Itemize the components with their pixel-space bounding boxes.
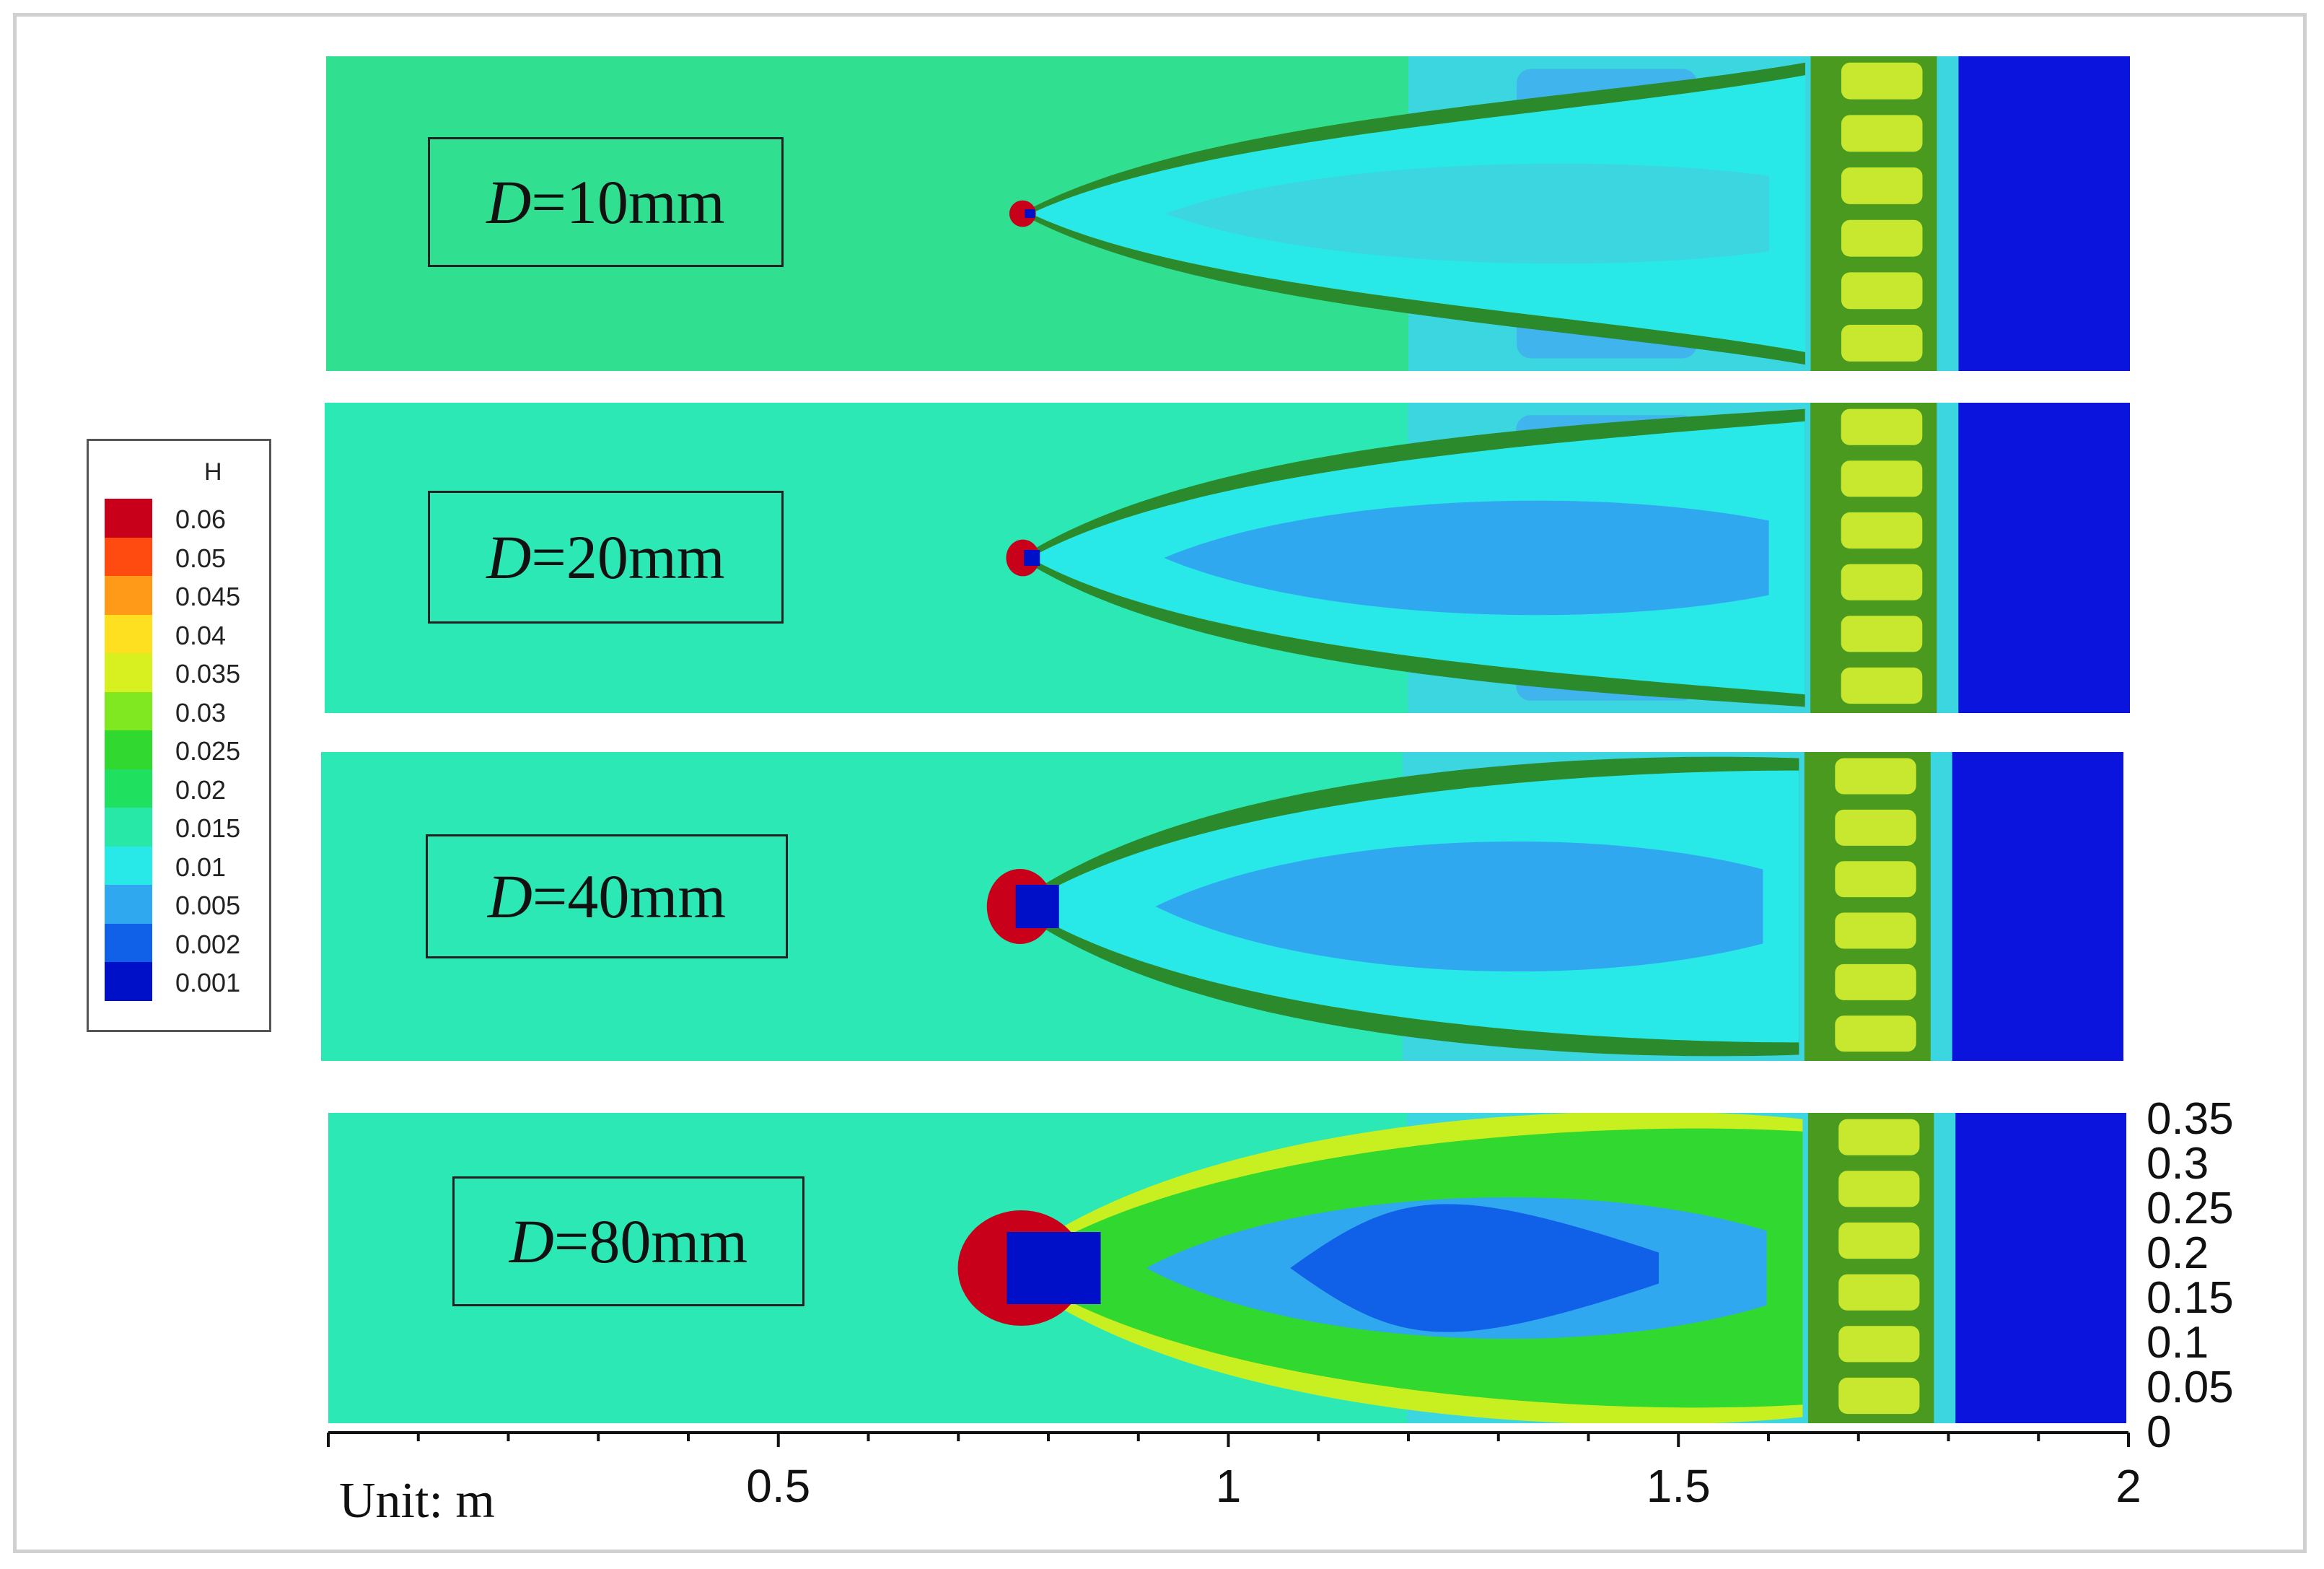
colorbar-label: 0.015 xyxy=(175,813,241,843)
band-cell xyxy=(1841,115,1923,152)
colorbar-label: 0.005 xyxy=(175,891,241,920)
y-tick-label: 0.35 xyxy=(2147,1094,2234,1144)
band-cell xyxy=(1835,861,1916,898)
band-cell xyxy=(1841,667,1923,704)
y-tick-label: 0.15 xyxy=(2147,1273,2234,1323)
band-dark xyxy=(1810,56,1937,371)
x-tick-label: 0.5 xyxy=(746,1460,811,1512)
band-cell xyxy=(1838,1171,1920,1207)
y-tick-label: 0.05 xyxy=(2147,1363,2234,1412)
x-tick-label: 1.5 xyxy=(1646,1460,1711,1512)
colorbar-label: 0.045 xyxy=(175,582,241,611)
contour-panel-d20 xyxy=(325,403,2130,713)
object-body xyxy=(1007,1232,1101,1304)
colorbar-swatch xyxy=(105,923,152,962)
panel-label-d10: D =10mm xyxy=(428,137,784,267)
contour-field xyxy=(326,56,2130,371)
low-zone xyxy=(1155,841,1763,972)
panel-label-d80: D =80mm xyxy=(452,1176,804,1306)
colorbar-swatch xyxy=(105,769,152,808)
band-cell xyxy=(1838,1326,1920,1363)
colorbar-swatch xyxy=(105,653,152,692)
contour-field xyxy=(328,1113,2126,1423)
panel-label-d20: D =20mm xyxy=(428,491,784,624)
object-body xyxy=(1024,550,1040,566)
colorbar-swatch xyxy=(105,962,152,1001)
colorbar-legend: H 0.06 0.05 0.045 0.04 0.035 0.03 0.025 0.02 0.0… xyxy=(87,439,271,1032)
band-cell xyxy=(1841,564,1923,600)
band-cell xyxy=(1841,512,1923,549)
colorbar-swatch xyxy=(105,846,152,885)
object-body xyxy=(1015,885,1059,928)
band-cell xyxy=(1838,1119,1920,1155)
band-dark xyxy=(1804,752,1931,1061)
colorbar-swatch xyxy=(105,537,152,576)
band-cell xyxy=(1835,809,1916,846)
colorbar-swatch xyxy=(105,808,152,847)
band-cell xyxy=(1841,408,1923,445)
colorbar-swatch xyxy=(105,614,152,653)
band-cell xyxy=(1838,1377,1920,1415)
object-body xyxy=(1025,209,1035,218)
y-tick-label: 0.2 xyxy=(2147,1228,2209,1278)
upstream-zone xyxy=(1958,56,2130,371)
band-cell xyxy=(1835,963,1916,1000)
colorbar-label: 0.06 xyxy=(175,504,227,534)
colorbar-label: 0.002 xyxy=(175,929,241,959)
colorbar-label: 0.025 xyxy=(175,736,241,766)
upstream-zone xyxy=(1952,752,2123,1061)
y-tick-label: 0.25 xyxy=(2147,1184,2234,1233)
colorbar-swatch xyxy=(105,691,152,730)
contour-panel-d80 xyxy=(328,1113,2126,1423)
band-dark xyxy=(1810,403,1937,713)
band-cell xyxy=(1841,219,1923,257)
y-tick-label: 0.3 xyxy=(2147,1139,2209,1189)
stagnation-zone xyxy=(1009,200,1036,227)
low-zone xyxy=(1164,500,1769,616)
band-cell xyxy=(1841,325,1923,362)
colorbar-swatch xyxy=(105,885,152,924)
band-cell xyxy=(1841,167,1923,204)
y-tick-label: 0 xyxy=(2147,1407,2172,1457)
colorbar-swatch xyxy=(105,499,152,538)
x-tick-label: 1 xyxy=(1215,1460,1242,1512)
colorbar-swatch xyxy=(105,730,152,769)
band-cell xyxy=(1841,62,1923,100)
stagnation-zone xyxy=(1006,539,1040,577)
colorbar-label: 0.02 xyxy=(175,774,227,805)
contour-panel-d40 xyxy=(321,752,2123,1061)
upstream-zone xyxy=(1958,403,2130,713)
colorbar-swatch xyxy=(105,576,152,615)
contour-field xyxy=(321,752,2123,1061)
colorbar-label: 0.04 xyxy=(175,620,227,650)
colorbar-label: 0.035 xyxy=(175,659,241,689)
colorbar-label: 0.01 xyxy=(175,852,227,882)
colorbar-title: H xyxy=(204,458,222,486)
panel-label-d40: D =40mm xyxy=(426,834,788,958)
band-cell xyxy=(1835,912,1916,949)
band-cell xyxy=(1841,616,1923,652)
y-tick-label: 0.1 xyxy=(2147,1318,2209,1368)
unit-label: Unit: m xyxy=(339,1473,495,1529)
band-cell xyxy=(1841,272,1923,310)
colorbar-label: 0.03 xyxy=(175,697,227,727)
contour-panel-d10 xyxy=(326,56,2130,371)
colorbar-label: 0.001 xyxy=(175,968,241,997)
core-zone xyxy=(1290,1204,1659,1332)
band-cell xyxy=(1835,1015,1916,1052)
colorbar-label: 0.05 xyxy=(175,543,227,573)
x-tick-label: 2 xyxy=(2115,1460,2141,1512)
band-cell xyxy=(1835,758,1916,795)
band-cell xyxy=(1838,1274,1920,1311)
upstream-zone xyxy=(1955,1113,2126,1423)
band-cell xyxy=(1841,460,1923,497)
contour-field xyxy=(325,403,2130,713)
low-zone xyxy=(1165,163,1769,264)
band-cell xyxy=(1838,1222,1920,1259)
band-dark xyxy=(1807,1113,1934,1423)
